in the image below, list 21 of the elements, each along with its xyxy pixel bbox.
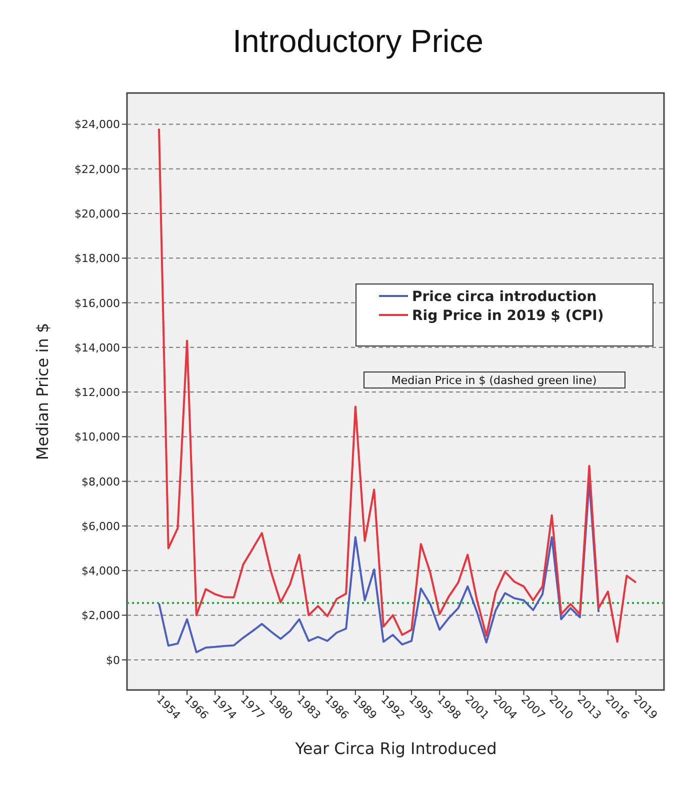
y-tick-label: $8,000	[82, 475, 120, 488]
y-tick-label: $6,000	[82, 520, 120, 533]
x-axis-title: Year Circa Rig Introduced	[294, 739, 497, 758]
y-axis-title: Median Price in $	[33, 322, 52, 460]
y-tick-label: $20,000	[74, 208, 120, 221]
line-series	[158, 480, 600, 654]
legend-label: Rig Price in 2019 $ (CPI)	[412, 308, 604, 324]
annotation: Median Price in $ (dashed green line)	[391, 374, 597, 387]
chart-title: Introductory Price	[232, 23, 484, 59]
y-tick-label: $18,000	[74, 252, 120, 266]
y-tick-label: $22,000	[74, 162, 120, 176]
line-series	[158, 128, 637, 643]
y-tick-label: $0	[106, 654, 120, 667]
y-tick-label: $14,000	[74, 341, 120, 354]
y-tick-label: $10,000	[74, 430, 120, 444]
y-tick-label: $12,000	[74, 386, 120, 400]
y-tick-label: $24,000	[74, 118, 120, 132]
y-tick-label: $16,000	[74, 296, 120, 310]
y-tick-label: $4,000	[82, 564, 120, 578]
legend-label: Price circa introduction	[412, 289, 597, 305]
y-tick-label: $2,000	[82, 609, 120, 622]
